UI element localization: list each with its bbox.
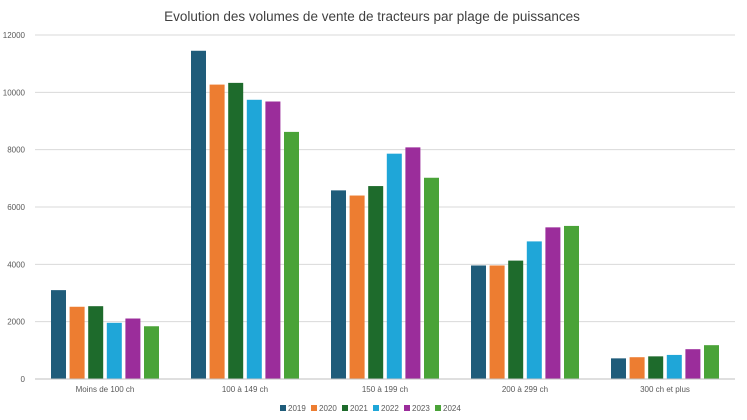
bar-2019 xyxy=(471,265,486,379)
gridlines xyxy=(35,34,735,323)
bar-2021 xyxy=(88,306,104,379)
bar-2021 xyxy=(368,186,384,379)
legend-swatch xyxy=(311,405,317,411)
x-tick-label: 100 à 149 ch xyxy=(222,385,268,394)
bar-2020 xyxy=(69,306,85,379)
bar-2024 xyxy=(564,225,579,379)
bar-2024 xyxy=(704,345,719,379)
bar-2023 xyxy=(125,318,141,379)
chart-title: Evolution des volumes de vente de tracte… xyxy=(164,9,580,24)
bar-2019 xyxy=(51,290,66,379)
bar-2023 xyxy=(545,227,561,379)
x-tick-label: Moins de 100 ch xyxy=(76,385,135,394)
bar-2020 xyxy=(629,357,645,379)
bar-2024 xyxy=(424,177,439,379)
x-tick-label: 300 ch et plus xyxy=(640,385,690,394)
y-tick-label: 10000 xyxy=(3,88,26,97)
legend-label: 2022 xyxy=(381,404,399,413)
y-tick-label: 6000 xyxy=(7,203,25,212)
legend-label: 2023 xyxy=(412,404,430,413)
y-tick-label: 12000 xyxy=(3,31,26,40)
bar-2020 xyxy=(349,195,365,379)
bar-2019 xyxy=(611,358,626,379)
legend-swatch xyxy=(404,405,410,411)
bar-2021 xyxy=(648,356,664,379)
legend: 2019 2020 2021 2022 2023 2024 xyxy=(280,404,461,413)
y-axis-ticks: 0 2000 4000 6000 8000 10000 12000 xyxy=(3,31,26,384)
x-tick-label: 200 à 299 ch xyxy=(502,385,548,394)
bar-2024 xyxy=(284,131,299,379)
y-tick-label: 4000 xyxy=(7,260,25,269)
bar-2023 xyxy=(265,101,281,380)
legend-swatch xyxy=(373,405,379,411)
bar-2020 xyxy=(209,84,225,380)
bar-2023 xyxy=(685,349,701,379)
y-tick-label: 0 xyxy=(21,375,26,384)
bar-2022 xyxy=(246,99,262,379)
bar-2021 xyxy=(508,260,524,379)
y-tick-label: 8000 xyxy=(7,146,25,155)
legend-label: 2019 xyxy=(288,404,306,413)
legend-swatch xyxy=(435,405,441,411)
legend-swatch xyxy=(342,405,348,411)
x-axis-ticks: Moins de 100 ch 100 à 149 ch 150 à 199 ch 2… xyxy=(76,385,690,394)
bars xyxy=(51,50,719,380)
bar-2020 xyxy=(489,265,505,379)
bar-2019 xyxy=(191,50,206,380)
legend-label: 2021 xyxy=(350,404,368,413)
bar-2023 xyxy=(405,147,421,379)
bar-2022 xyxy=(386,153,402,379)
bar-2021 xyxy=(228,82,244,379)
y-tick-label: 2000 xyxy=(7,318,25,327)
legend-label: 2020 xyxy=(319,404,337,413)
legend-swatch xyxy=(280,405,286,411)
bar-2022 xyxy=(666,354,682,379)
bar-2024 xyxy=(144,326,159,379)
bar-2019 xyxy=(331,190,346,379)
x-tick-label: 150 à 199 ch xyxy=(362,385,408,394)
bar-2022 xyxy=(526,241,542,379)
legend-label: 2024 xyxy=(443,404,461,413)
bar-2022 xyxy=(106,322,122,379)
